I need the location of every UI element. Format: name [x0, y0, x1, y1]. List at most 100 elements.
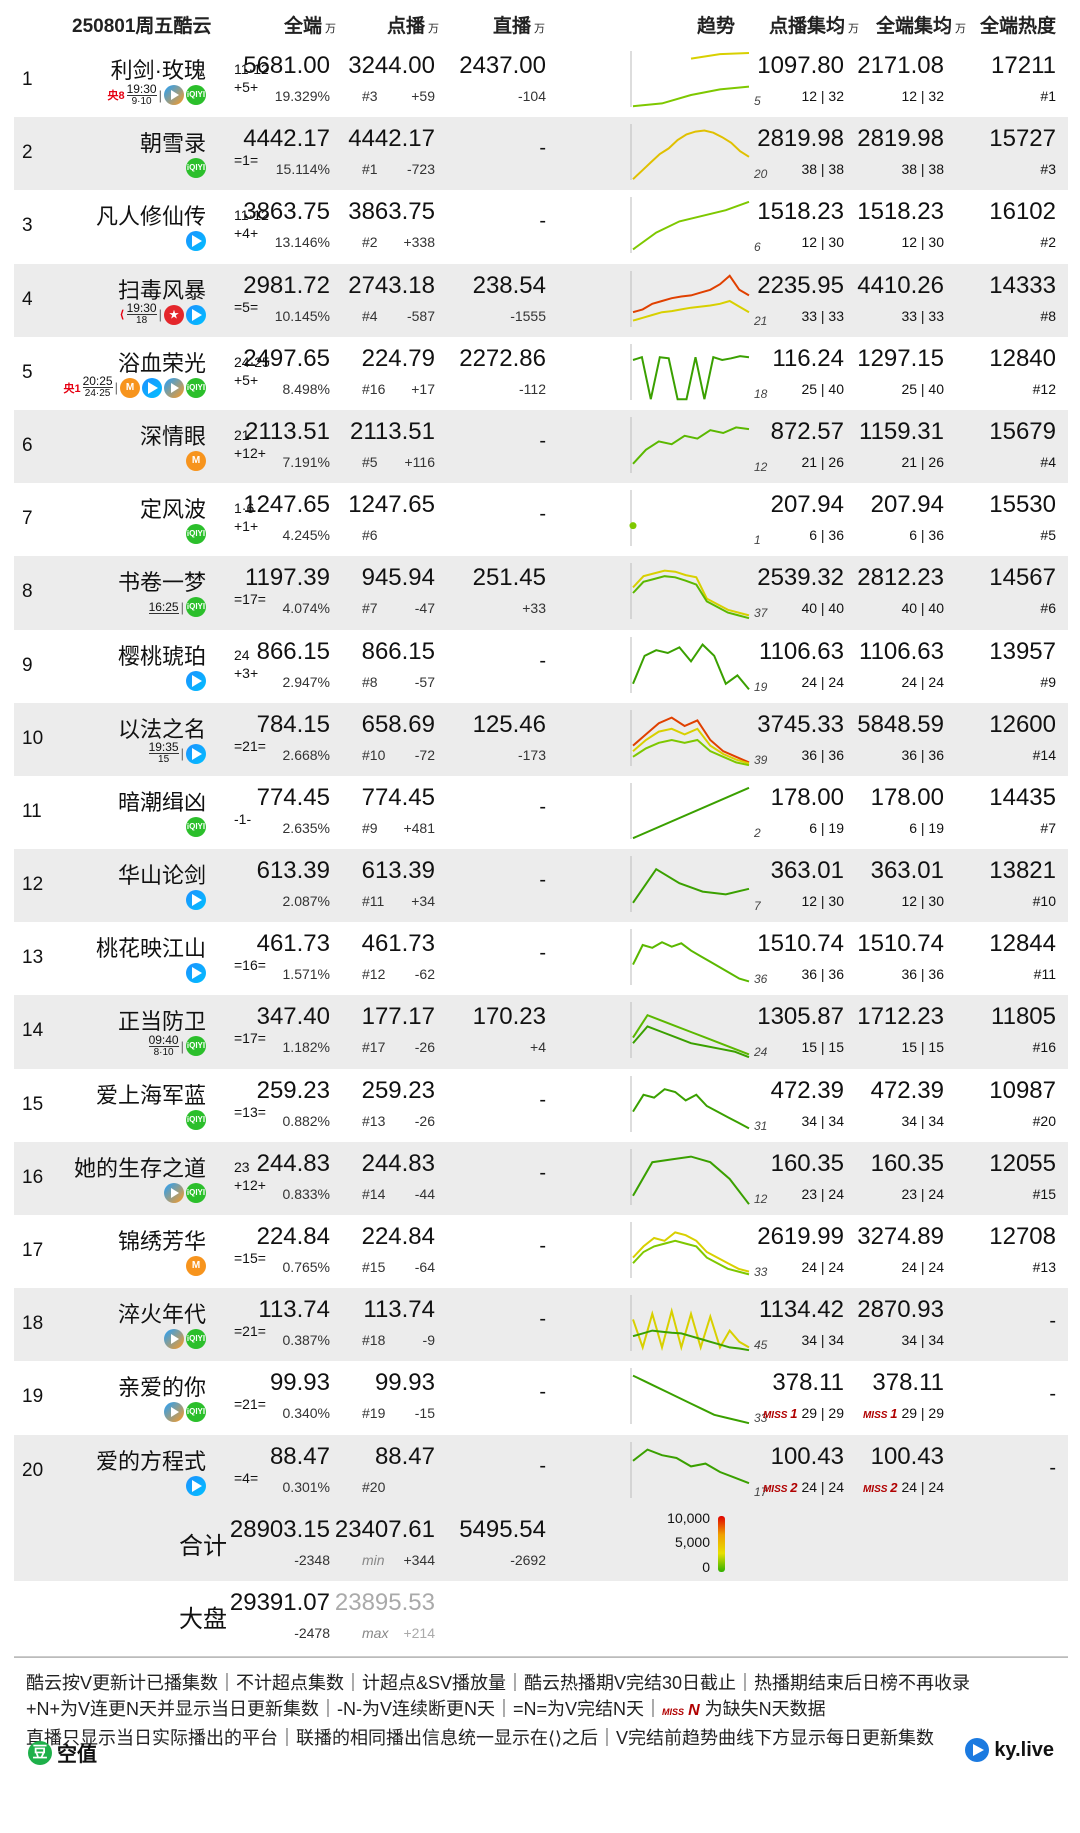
total-share: 0.387%: [282, 1332, 330, 1349]
all-episode-ratio: 24 | 24: [901, 1259, 944, 1275]
trend-series-line: [632, 1231, 750, 1273]
separator: |: [180, 599, 184, 615]
all-episode-ratio: 12 | 32: [901, 88, 944, 104]
dianbo-episode-average: 1106.63: [759, 637, 844, 665]
youku-icon[interactable]: [186, 670, 206, 691]
trend-sparkline: [630, 1222, 750, 1278]
kylive-play-icon: [965, 1738, 990, 1762]
youku-icon[interactable]: [186, 1475, 206, 1496]
youku-icon[interactable]: [186, 231, 206, 252]
table-row[interactable]: 1 利剑·玫瑰 11·12 +5+ 央8 19:30 9·10 | iQIYI 5681.00 19…: [14, 44, 1068, 117]
total-share: 2.668%: [282, 746, 330, 763]
all-episode-average: 1159.31: [859, 417, 944, 445]
table-row[interactable]: 3 凡人修仙传 11·12 +4+ 3863.75 13.146% 3863.75 #2 +33…: [14, 190, 1068, 263]
all-episode-counts: 36 | 36: [901, 966, 944, 982]
youku-icon[interactable]: [186, 890, 206, 911]
mango-tv-icon[interactable]: M: [186, 450, 206, 471]
dianbo-value: 259.23: [361, 1076, 435, 1104]
trend-series-line: [632, 1448, 750, 1484]
table-row[interactable]: 19 亲爱的你 =21= iQIYI 99.93 0.340% 99.93 #19 -15 - 33…: [14, 1361, 1068, 1434]
tencent-video-icon[interactable]: [164, 1182, 184, 1203]
iqiyi-icon[interactable]: iQIYI: [186, 1109, 206, 1130]
table-row[interactable]: 12 华山论剑 613.39 2.087% 613.39 #11 +34 - 7 363.01 12…: [14, 849, 1068, 923]
iqiyi-icon[interactable]: iQIYI: [186, 1182, 206, 1203]
summary-dianbo-value: 23407.61: [334, 1515, 435, 1543]
iqiyi-icon[interactable]: iQIYI: [186, 524, 206, 545]
all-episode-counts: 6 | 19: [909, 820, 944, 836]
broadcast-episodes: 18: [126, 314, 157, 327]
header-dianbo: 点播万: [387, 16, 440, 37]
all-episode-counts: 12 | 32: [901, 88, 944, 104]
live-delta: -173: [517, 746, 546, 763]
all-episode-counts: 25 | 40: [901, 381, 944, 397]
table-row[interactable]: 17 锦绣芳华 =15= M 224.84 0.765% 224.84 #15 -64 - 33 26…: [14, 1215, 1068, 1288]
trend-series-line: [632, 1155, 750, 1205]
table-row[interactable]: 10 以法之名 =21= 19:35 15 | 784.15 2.668% 658.69 #10 -…: [14, 702, 1068, 776]
trend-series-line: [632, 569, 750, 617]
dianbo-delta: -15: [414, 1405, 435, 1422]
table-row[interactable]: 13 桃花映江山 =16= 461.73 1.571% 461.73 #12 -62-36 15…: [14, 922, 1068, 995]
ranking-table: 1 利剑·玫瑰 11·12 +5+ 央8 19:30 9·10 | iQIYI 5681.00 19…: [14, 44, 1068, 1654]
dianbo-value: 4442.17: [348, 125, 435, 153]
table-row[interactable]: 15 爱上海军蓝 =13= iQIYI 259.23 0.882% 259.23 #13 -26…: [14, 1069, 1068, 1142]
tencent-video-icon[interactable]: [164, 377, 184, 398]
trend-days-count: 33: [754, 1265, 768, 1279]
dianbo-rank: #2: [362, 234, 378, 251]
table-row[interactable]: 14 正当防卫 =17= 09:40 8·10 | iQIYI 347.40 1.182% 177…: [14, 995, 1068, 1069]
iqiyi-icon[interactable]: iQIYI: [186, 1329, 206, 1350]
iqiyi-icon[interactable]: iQIYI: [186, 1036, 206, 1057]
dianbo-episode-ratio: 23 | 24: [801, 1185, 844, 1202]
total-share: 0.301%: [282, 1478, 330, 1495]
youku-icon[interactable]: [142, 377, 162, 398]
total-value: 4442.17: [243, 125, 330, 153]
iqiyi-icon[interactable]: iQIYI: [186, 816, 206, 837]
table-row[interactable]: 8 书卷一梦 =17= 16:25 | iQIYI 1197.39 4.074% 945.94 #…: [14, 556, 1068, 630]
table-row[interactable]: 7 定风波 1·6 +1+ iQIYI 1247.65 4.245% 1247.65 #6-1 2…: [14, 483, 1068, 556]
table-row[interactable]: 18 淬火年代 =21= iQIYI 113.74 0.387% 113.74 #18 -9 - 4…: [14, 1288, 1068, 1362]
dianbo-rank: #11: [362, 893, 385, 910]
mango-tv-icon[interactable]: M: [120, 377, 140, 398]
mango-tv-icon[interactable]: M: [186, 1256, 206, 1276]
brand-douban[interactable]: 豆 空值: [28, 1738, 97, 1767]
trend-sparkline: [630, 343, 750, 400]
table-row[interactable]: 2 朝雪录 =1= iQIYI 4442.17 15.114% 4442.17 #1 -723 -…: [14, 117, 1068, 191]
tencent-video-icon[interactable]: [164, 1402, 184, 1423]
heat-rank: #8: [1040, 307, 1056, 324]
table-row[interactable]: 11 暗潮缉凶 -1- iQIYI 774.45 2.635% 774.45 #9 +481 - 2…: [14, 776, 1068, 849]
footer-line-3: 直播只显示当日实际播出的平台｜联播的相同播出信息统一显示在⟨⟩之后｜V完结前趋势…: [26, 1728, 935, 1748]
separator: |: [180, 1038, 184, 1054]
brand-kylive[interactable]: ky.live: [965, 1738, 1054, 1762]
trend-days-count: 21: [754, 313, 768, 328]
all-episode-ratio: 33 | 33: [901, 307, 944, 324]
table-row[interactable]: 9 樱桃琥珀 24 +3+ 866.15 2.947% 866.15 #8 -57-19 1106…: [14, 630, 1068, 703]
separator: |: [114, 380, 118, 396]
drama-title: 利剑·玫瑰: [110, 58, 206, 83]
youku-icon[interactable]: [186, 304, 206, 325]
broadcast-episodes: 15: [148, 753, 179, 766]
iqiyi-icon[interactable]: iQIYI: [186, 377, 206, 398]
all-episode-ratio: 36 | 36: [901, 966, 944, 983]
hunan-tv-icon[interactable]: [164, 304, 184, 325]
broadcast-time: 19:30 9·10: [126, 83, 157, 108]
tencent-video-icon[interactable]: [164, 85, 184, 105]
tencent-video-icon[interactable]: [164, 1329, 184, 1350]
iqiyi-icon[interactable]: iQIYI: [186, 85, 206, 105]
footer-notes: 酷云按V更新计已播集数｜不计超点集数｜计超点&SV播放量｜酷云热播期V完结30日…: [14, 1657, 1068, 1751]
iqiyi-icon[interactable]: iQIYI: [186, 1402, 206, 1423]
all-episode-counts: 12 | 30: [901, 234, 944, 250]
summary-total-value: 28903.15: [229, 1515, 330, 1543]
dianbo-episode-counts: 12 | 32: [801, 88, 844, 104]
total-value: 5681.00: [243, 52, 330, 79]
live-value: -: [539, 1088, 546, 1111]
table-row[interactable]: 20 爱的方程式 =4= 88.47 0.301% 88.47 #20-17 100.43 MI…: [14, 1434, 1068, 1508]
rank-number: 17: [22, 1240, 44, 1261]
youku-icon[interactable]: [186, 963, 206, 984]
all-episode-ratio: 12 | 30: [901, 893, 944, 910]
table-row[interactable]: 4 扫毒风暴 =5= ⟨ 19:30 18 | 2981.72 10.145% 2743.18 #4…: [14, 263, 1068, 337]
iqiyi-icon[interactable]: iQIYI: [186, 597, 206, 618]
youku-icon[interactable]: [186, 743, 206, 764]
iqiyi-icon[interactable]: iQIYI: [186, 158, 206, 179]
table-row[interactable]: 6 深情眼 21 +12+ M 2113.51 7.191% 2113.51 #5 +116 - 12…: [14, 409, 1068, 484]
table-row[interactable]: 16 她的生存之道 23 +12+ iQIYI 244.83 0.833% 244.83 #14…: [14, 1141, 1068, 1215]
